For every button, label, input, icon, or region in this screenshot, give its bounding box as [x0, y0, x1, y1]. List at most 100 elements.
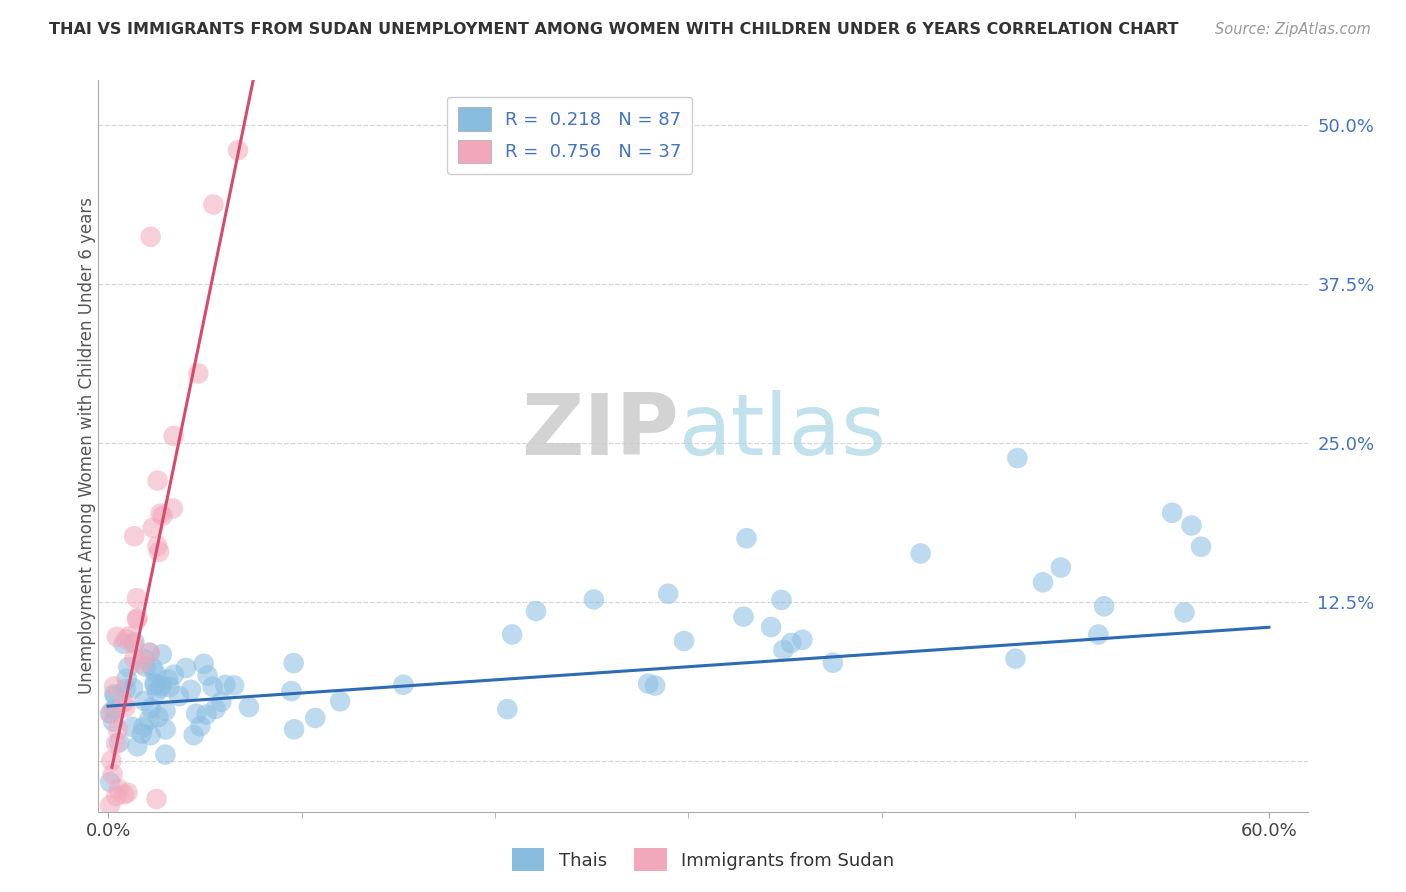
Point	[195, 707, 218, 722]
Point	[637, 676, 659, 690]
Point	[155, 723, 177, 737]
Point	[127, 611, 149, 625]
Point	[201, 680, 224, 694]
Point	[226, 143, 249, 157]
Point	[162, 501, 184, 516]
Point	[329, 694, 352, 708]
Point	[780, 636, 803, 650]
Point	[127, 739, 149, 754]
Point	[132, 652, 155, 666]
Point	[821, 656, 844, 670]
Point	[283, 723, 305, 737]
Point	[98, 775, 121, 789]
Point	[142, 521, 165, 535]
Point	[121, 720, 143, 734]
Point	[145, 666, 167, 681]
Text: THAI VS IMMIGRANTS FROM SUDAN UNEMPLOYMENT AMONG WOMEN WITH CHILDREN UNDER 6 YEA: THAI VS IMMIGRANTS FROM SUDAN UNEMPLOYME…	[49, 22, 1178, 37]
Point	[163, 667, 186, 681]
Point	[122, 637, 145, 651]
Point	[501, 627, 523, 641]
Point	[1092, 599, 1115, 614]
Point	[148, 545, 170, 559]
Point	[139, 229, 162, 244]
Point	[112, 695, 135, 709]
Point	[98, 798, 121, 813]
Point	[1004, 651, 1026, 665]
Point	[107, 782, 129, 797]
Point	[112, 637, 135, 651]
Point	[117, 660, 139, 674]
Point	[101, 767, 124, 781]
Point	[772, 643, 794, 657]
Point	[1189, 540, 1212, 554]
Point	[202, 197, 225, 211]
Point	[115, 632, 138, 647]
Point	[149, 507, 172, 521]
Point	[142, 661, 165, 675]
Point	[150, 679, 173, 693]
Point	[1173, 606, 1195, 620]
Point	[644, 679, 666, 693]
Point	[735, 531, 758, 545]
Point	[224, 678, 246, 692]
Point	[152, 508, 174, 523]
Point	[183, 728, 205, 742]
Point	[673, 634, 696, 648]
Point	[1007, 451, 1029, 466]
Point	[103, 680, 125, 694]
Point	[124, 635, 146, 649]
Point	[145, 792, 167, 806]
Point	[792, 632, 814, 647]
Text: Source: ZipAtlas.com: Source: ZipAtlas.com	[1215, 22, 1371, 37]
Point	[392, 678, 415, 692]
Point	[117, 786, 139, 800]
Point	[238, 700, 260, 714]
Point	[197, 668, 219, 682]
Point	[910, 547, 932, 561]
Point	[134, 659, 156, 673]
Legend: R =  0.218   N = 87, R =  0.756   N = 37: R = 0.218 N = 87, R = 0.756 N = 37	[447, 96, 693, 174]
Point	[733, 609, 755, 624]
Point	[138, 713, 160, 727]
Point	[180, 682, 202, 697]
Point	[155, 704, 177, 718]
Point	[150, 648, 173, 662]
Point	[139, 728, 162, 742]
Point	[100, 754, 122, 768]
Point	[770, 593, 793, 607]
Point	[214, 678, 236, 692]
Point	[163, 429, 186, 443]
Point	[131, 657, 153, 671]
Point	[1180, 518, 1202, 533]
Point	[122, 681, 145, 695]
Point	[131, 726, 153, 740]
Point	[122, 529, 145, 543]
Point	[103, 702, 125, 716]
Point	[146, 474, 169, 488]
Point	[149, 681, 172, 695]
Point	[167, 689, 190, 703]
Point	[496, 702, 519, 716]
Text: atlas: atlas	[679, 390, 887, 473]
Point	[1161, 506, 1184, 520]
Point	[156, 673, 179, 687]
Point	[759, 620, 782, 634]
Point	[283, 656, 305, 670]
Point	[125, 591, 148, 606]
Point	[155, 747, 177, 762]
Point	[112, 788, 135, 802]
Point	[114, 681, 136, 696]
Point	[134, 694, 156, 708]
Point	[146, 685, 169, 699]
Point	[105, 737, 128, 751]
Point	[280, 684, 302, 698]
Point	[138, 646, 160, 660]
Point	[209, 695, 232, 709]
Point	[184, 706, 207, 721]
Point	[104, 689, 127, 703]
Point	[148, 710, 170, 724]
Point	[1049, 560, 1071, 574]
Point	[187, 367, 209, 381]
Point	[124, 652, 146, 666]
Point	[193, 657, 215, 671]
